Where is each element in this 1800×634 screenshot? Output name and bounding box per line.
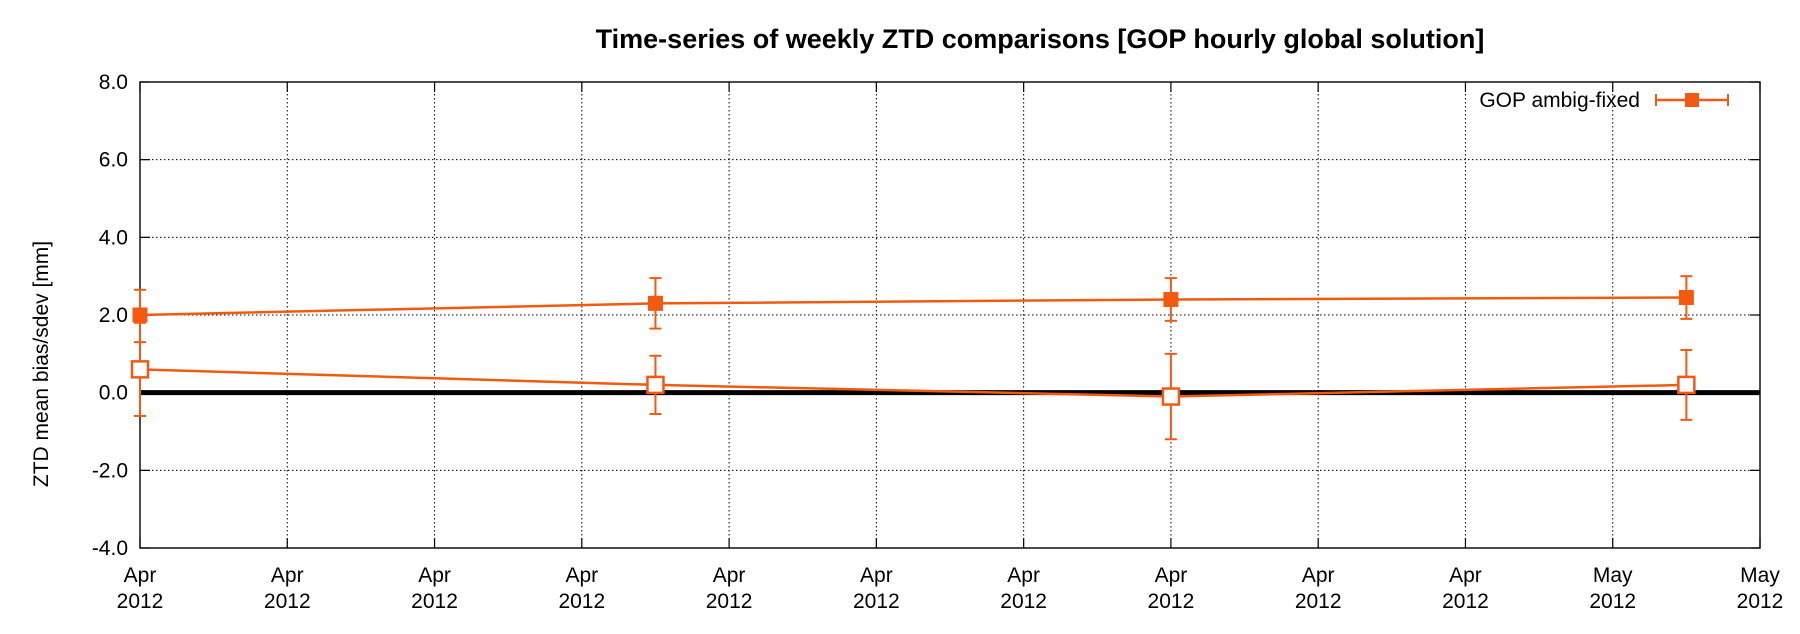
x-tick-label-month: Apr [1007,564,1040,587]
y-tick-label: -2.0 [92,459,128,482]
x-tick-label-month: May [1593,564,1633,587]
y-tick-label: -4.0 [92,537,128,560]
x-tick-label-year: 2012 [264,590,311,613]
x-tick-label-month: Apr [418,564,451,587]
y-tick-label: 6.0 [99,149,128,172]
grid [140,82,1760,548]
data-point-filled [1678,290,1694,306]
legend: GOP ambig-fixed [1479,89,1729,112]
legend-marker [1685,93,1699,107]
data-point-open [1161,387,1181,406]
x-tick-label-year: 2012 [1737,590,1784,613]
x-tick-label-month: Apr [713,564,746,587]
y-tick-label: 2.0 [99,304,128,327]
x-tick-label-year: 2012 [1295,590,1342,613]
series-layer [130,275,1696,441]
x-tick-label-year: 2012 [558,590,605,613]
x-tick-label-year: 2012 [853,590,900,613]
x-tick-label-month: Apr [124,564,157,587]
legend-label: GOP ambig-fixed [1479,89,1640,112]
data-point-filled [647,295,663,311]
x-tick-label-year: 2012 [1589,590,1636,613]
x-tick-label-year: 2012 [117,590,164,613]
x-tick-label-month: Apr [1302,564,1335,587]
x-tick-label-month: Apr [1155,564,1188,587]
y-tick-label: 0.0 [99,382,128,405]
x-tick-label-year: 2012 [411,590,458,613]
x-tick-label-month: Apr [565,564,598,587]
data-point-open [646,375,665,395]
data-point-filled [132,307,148,323]
x-tick-label-month: May [1740,564,1780,587]
data-point-filled [1163,291,1179,307]
series-line [139,296,1687,317]
chart-title: Time-series of weekly ZTD comparisons [G… [596,24,1485,54]
axes: -4.0 -2.0 0.0 2.0 4.0 6.0 8.0 Apr 2012 Apr 2012 Apr… [92,71,1784,613]
x-tick-label-year: 2012 [706,590,753,613]
x-tick-label-month: Apr [271,564,304,587]
y-tick-label: 8.0 [99,71,128,94]
series-line [139,368,1687,398]
x-tick-label-month: Apr [860,564,893,587]
data-point-open [1677,375,1696,395]
y-axis-label: ZTD mean bias/sdev [mm] [30,241,53,487]
data-point-open [130,360,150,379]
x-tick-label-month: Apr [1449,564,1482,587]
x-tick-label-year: 2012 [1000,590,1047,613]
x-tick-label-year: 2012 [1442,590,1489,613]
series-1 [130,321,1696,441]
y-tick-label: 4.0 [99,226,128,249]
x-tick-label-year: 2012 [1148,590,1195,613]
series-0 [132,275,1694,344]
